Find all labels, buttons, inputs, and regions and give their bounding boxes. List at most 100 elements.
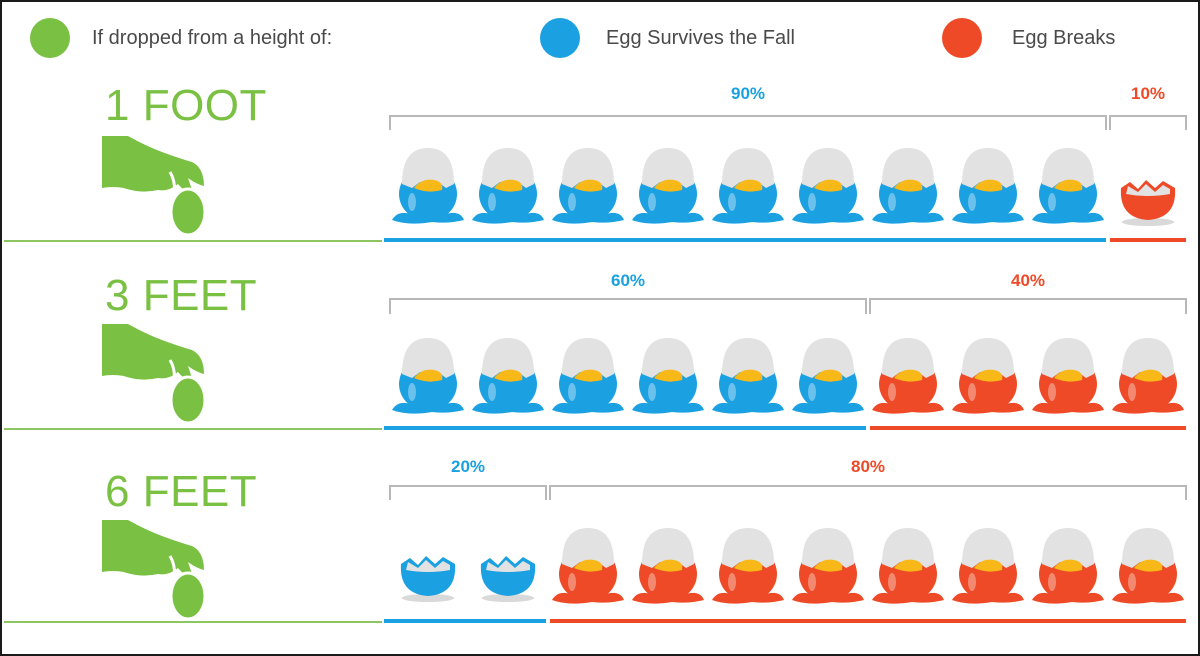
- broken-egg: [552, 528, 624, 604]
- height-label: 6 FEET: [105, 467, 258, 516]
- egg-highlight: [728, 573, 736, 591]
- shell-shadow: [482, 594, 534, 602]
- egg-top-shell: [882, 528, 934, 568]
- shell-shadow: [1122, 218, 1174, 226]
- break-bar: [1110, 238, 1186, 242]
- egg-top-shell: [802, 528, 854, 568]
- egg-top-shell: [1122, 528, 1174, 568]
- broken-egg: [712, 528, 784, 604]
- break-bracket: [869, 298, 1187, 314]
- survived-egg: [712, 338, 784, 414]
- survived-egg: [792, 148, 864, 224]
- broken-egg: [1112, 338, 1184, 414]
- hand-egg-icon: [102, 520, 207, 621]
- broken-egg: [792, 528, 864, 604]
- break-bar: [550, 619, 1186, 623]
- survived-egg: [552, 338, 624, 414]
- survived-egg-shell: [400, 556, 456, 602]
- red-dot-icon: [942, 18, 982, 58]
- egg-top-shell: [722, 338, 774, 378]
- egg-highlight: [648, 193, 656, 211]
- break-bracket: [549, 485, 1187, 500]
- survived-egg: [392, 148, 464, 224]
- egg-highlight: [648, 573, 656, 591]
- egg-yolk: [974, 369, 1003, 382]
- egg-highlight: [888, 383, 896, 401]
- egg-highlight: [488, 383, 496, 401]
- egg-yolk: [894, 559, 923, 572]
- break-percent-label: 10%: [1131, 84, 1165, 103]
- egg-highlight: [408, 383, 416, 401]
- egg-top-shell: [562, 528, 614, 568]
- legend-survives: Egg Survives the Fall: [540, 18, 795, 58]
- survived-egg: [472, 338, 544, 414]
- egg-top-shell: [402, 338, 454, 378]
- egg-top-shell: [482, 148, 534, 188]
- row-divider: [4, 428, 382, 430]
- egg-highlight: [1048, 193, 1056, 211]
- broken-egg: [1032, 338, 1104, 414]
- egg-top-shell: [802, 148, 854, 188]
- legend-survives-label: Egg Survives the Fall: [606, 26, 795, 49]
- egg-yolk: [734, 369, 763, 382]
- egg-yolk: [654, 179, 683, 192]
- shell-inner: [486, 560, 530, 572]
- egg-top-shell: [962, 528, 1014, 568]
- broken-egg: [872, 338, 944, 414]
- egg-yolk: [414, 179, 443, 192]
- egg-top-shell: [482, 338, 534, 378]
- blue-dot-icon: [540, 18, 580, 58]
- egg-yolk: [894, 369, 923, 382]
- survived-egg: [792, 338, 864, 414]
- egg-highlight: [1128, 573, 1136, 591]
- egg-highlight: [968, 193, 976, 211]
- egg-yolk: [814, 559, 843, 572]
- egg-yolk: [1054, 559, 1083, 572]
- egg-yolk: [974, 559, 1003, 572]
- egg-highlight: [408, 193, 416, 211]
- egg-yolk: [654, 559, 683, 572]
- egg-highlight: [568, 383, 576, 401]
- broken-egg: [952, 338, 1024, 414]
- egg-highlight: [488, 193, 496, 211]
- egg-highlight: [968, 573, 976, 591]
- egg-yolk: [1134, 559, 1163, 572]
- row-divider: [4, 240, 382, 242]
- egg-highlight: [728, 383, 736, 401]
- egg-highlight: [648, 383, 656, 401]
- egg-highlight: [888, 573, 896, 591]
- survived-egg: [552, 148, 624, 224]
- egg-yolk: [974, 179, 1003, 192]
- egg-highlight: [888, 193, 896, 211]
- survived-egg: [392, 338, 464, 414]
- egg-top-shell: [642, 528, 694, 568]
- break-bracket: [1109, 115, 1187, 130]
- hand-egg-icon: [102, 324, 207, 425]
- legend: If dropped from a height of: Egg Survive…: [0, 18, 1200, 58]
- egg-top-shell: [962, 148, 1014, 188]
- egg-highlight: [1048, 573, 1056, 591]
- egg-top-shell: [1042, 338, 1094, 378]
- shell-inner: [406, 560, 450, 572]
- survive-percent-label: 60%: [611, 271, 645, 290]
- egg-top-shell: [802, 338, 854, 378]
- egg-top-shell: [882, 338, 934, 378]
- egg-top-shell: [642, 148, 694, 188]
- height-label: 3 FEET: [105, 271, 258, 320]
- break-percent-label: 40%: [1011, 271, 1045, 290]
- egg-yolk: [1054, 179, 1083, 192]
- survived-egg: [952, 148, 1024, 224]
- egg-highlight: [968, 383, 976, 401]
- legend-breaks: Egg Breaks: [942, 18, 1115, 58]
- legend-height: If dropped from a height of:: [30, 18, 332, 58]
- egg-yolk: [734, 559, 763, 572]
- egg-highlight: [568, 193, 576, 211]
- survived-egg-shell: [480, 556, 536, 602]
- survive-bar: [384, 619, 546, 623]
- egg-top-shell: [882, 148, 934, 188]
- egg-top-shell: [962, 338, 1014, 378]
- egg-highlight: [1128, 383, 1136, 401]
- egg-yolk: [1134, 369, 1163, 382]
